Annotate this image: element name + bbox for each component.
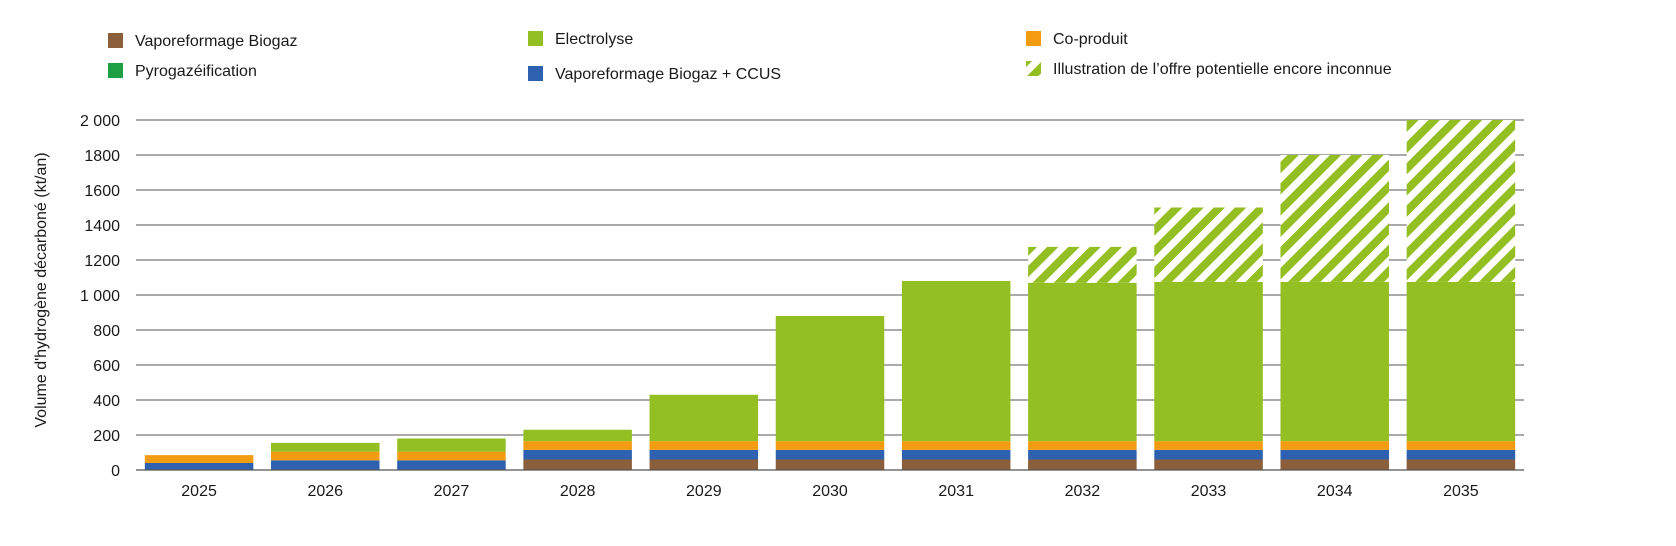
legend-item-pyrogazeification: Pyrogazéification xyxy=(108,63,257,80)
y-tick-label: 1200 xyxy=(84,253,120,270)
legend-item-co-produit: Co-produit xyxy=(1026,31,1128,48)
bar-vaporeformage-biogaz-2028 xyxy=(523,459,632,470)
legend-item-electrolyse: Electrolyse xyxy=(528,31,633,48)
bar-vaporeformage-biogaz-ccus-2028 xyxy=(523,449,632,460)
bar-co-produit-2031 xyxy=(901,441,1011,450)
x-tick-label: 2027 xyxy=(434,483,470,500)
y-tick-label: 0 xyxy=(111,463,120,480)
bar-electrolyse-2026 xyxy=(271,442,380,452)
y-tick-label: 2 000 xyxy=(80,113,120,130)
bar-vaporeformage-biogaz-ccus-2030 xyxy=(775,449,885,460)
y-tick-label: 1 000 xyxy=(80,288,120,305)
y-tick-label: 600 xyxy=(93,358,120,375)
x-tick-label: 2035 xyxy=(1443,483,1479,500)
bar-co-produit-2028 xyxy=(523,441,632,450)
bar-vaporeformage-biogaz-ccus-2034 xyxy=(1280,449,1389,460)
bar-illustration-de-l-offre-potentielle-encore-inconnue-2033 xyxy=(1154,207,1263,282)
legend-swatch xyxy=(108,33,123,48)
legend-swatch xyxy=(528,31,543,46)
bar-co-produit-2029 xyxy=(649,441,759,450)
bar-illustration-de-l-offre-potentielle-encore-inconnue-2034 xyxy=(1280,155,1389,282)
bar-electrolyse-2030 xyxy=(775,316,885,442)
bar-vaporeformage-biogaz-2031 xyxy=(901,459,1011,470)
bar-vaporeformage-biogaz-2033 xyxy=(1154,459,1263,470)
bar-co-produit-2027 xyxy=(397,451,506,461)
y-tick-label: 800 xyxy=(93,323,120,340)
bar-illustration-de-l-offre-potentielle-encore-inconnue-2035 xyxy=(1406,120,1516,282)
bar-vaporeformage-biogaz-ccus-2032 xyxy=(1028,449,1137,460)
y-tick-label: 1400 xyxy=(84,218,120,235)
legend-label: Electrolyse xyxy=(555,31,633,48)
legend-swatch xyxy=(528,66,543,81)
bar-co-produit-2035 xyxy=(1406,441,1516,450)
bar-electrolyse-2034 xyxy=(1280,281,1389,442)
bar-illustration-de-l-offre-potentielle-encore-inconnue-2032 xyxy=(1028,246,1137,283)
y-tick-label: 200 xyxy=(93,428,120,445)
bar-vaporeformage-biogaz-2030 xyxy=(775,459,885,470)
bar-vaporeformage-biogaz-2035 xyxy=(1406,459,1516,470)
x-tick-label: 2032 xyxy=(1065,483,1101,500)
y-tick-label: 1600 xyxy=(84,183,120,200)
bar-vaporeformage-biogaz-ccus-2027 xyxy=(397,460,506,470)
bar-electrolyse-2033 xyxy=(1154,281,1263,442)
bar-vaporeformage-biogaz-ccus-2029 xyxy=(649,449,759,460)
legend-swatch xyxy=(1026,31,1041,46)
bar-vaporeformage-biogaz-2032 xyxy=(1028,459,1137,470)
y-tick-label: 400 xyxy=(93,393,120,410)
bar-co-produit-2026 xyxy=(271,451,380,461)
x-tick-label: 2034 xyxy=(1317,483,1353,500)
legend-label: Vaporeformage Biogaz xyxy=(135,33,297,50)
x-tick-label: 2026 xyxy=(307,483,343,500)
bar-vaporeformage-biogaz-ccus-2033 xyxy=(1154,449,1263,460)
bar-vaporeformage-biogaz-2029 xyxy=(649,459,759,470)
bar-co-produit-2032 xyxy=(1028,441,1137,450)
legend-label: Illustration de l’offre potentielle enco… xyxy=(1053,61,1392,78)
bar-electrolyse-2032 xyxy=(1028,282,1137,442)
bar-co-produit-2034 xyxy=(1280,441,1389,450)
x-tick-label: 2030 xyxy=(812,483,848,500)
y-tick-label: 1800 xyxy=(84,148,120,165)
x-tick-label: 2033 xyxy=(1191,483,1227,500)
legend: Vaporeformage Biogaz Pyrogazéification Ele… xyxy=(108,31,1392,83)
x-tick-label: 2031 xyxy=(938,483,974,500)
bar-vaporeformage-biogaz-ccus-2025 xyxy=(144,463,254,470)
y-axis-title: Volume d'hydrogène décarboné (kt/an) xyxy=(33,152,50,427)
bar-co-produit-2033 xyxy=(1154,441,1263,450)
legend-label: Pyrogazéification xyxy=(135,63,257,80)
bar-electrolyse-2031 xyxy=(901,281,1011,442)
x-tick-label: 2028 xyxy=(560,483,596,500)
legend-swatch xyxy=(108,63,123,78)
bar-co-produit-2025 xyxy=(144,455,254,463)
x-tick-label: 2029 xyxy=(686,483,722,500)
bar-co-produit-2030 xyxy=(775,441,885,450)
axes: 0 200 400 600 800 1 000 1200 1400 1600 1800 2 000 2… xyxy=(80,113,1524,500)
legend-label: Co-produit xyxy=(1053,31,1128,48)
bar-vaporeformage-biogaz-2034 xyxy=(1280,459,1389,470)
bars xyxy=(144,120,1516,470)
bar-electrolyse-2029 xyxy=(649,394,759,442)
bar-vaporeformage-biogaz-ccus-2026 xyxy=(271,460,380,470)
legend-label: Vaporeformage Biogaz + CCUS xyxy=(555,66,781,83)
bar-electrolyse-2027 xyxy=(397,438,506,452)
bar-electrolyse-2028 xyxy=(523,429,632,442)
legend-item-illustration-de-l-offre-potentielle-encore-inconnue: Illustration de l’offre potentielle enco… xyxy=(1026,61,1392,78)
legend-item-vaporeformage-biogaz: Vaporeformage Biogaz xyxy=(108,33,297,50)
x-tick-label: 2025 xyxy=(181,483,217,500)
bar-vaporeformage-biogaz-ccus-2035 xyxy=(1406,449,1516,460)
bar-vaporeformage-biogaz-ccus-2031 xyxy=(901,449,1011,460)
legend-item-vaporeformage-biogaz-ccus: Vaporeformage Biogaz + CCUS xyxy=(528,66,781,83)
gridlines xyxy=(136,119,1524,436)
bar-electrolyse-2035 xyxy=(1406,281,1516,442)
legend-swatch xyxy=(1026,61,1041,76)
